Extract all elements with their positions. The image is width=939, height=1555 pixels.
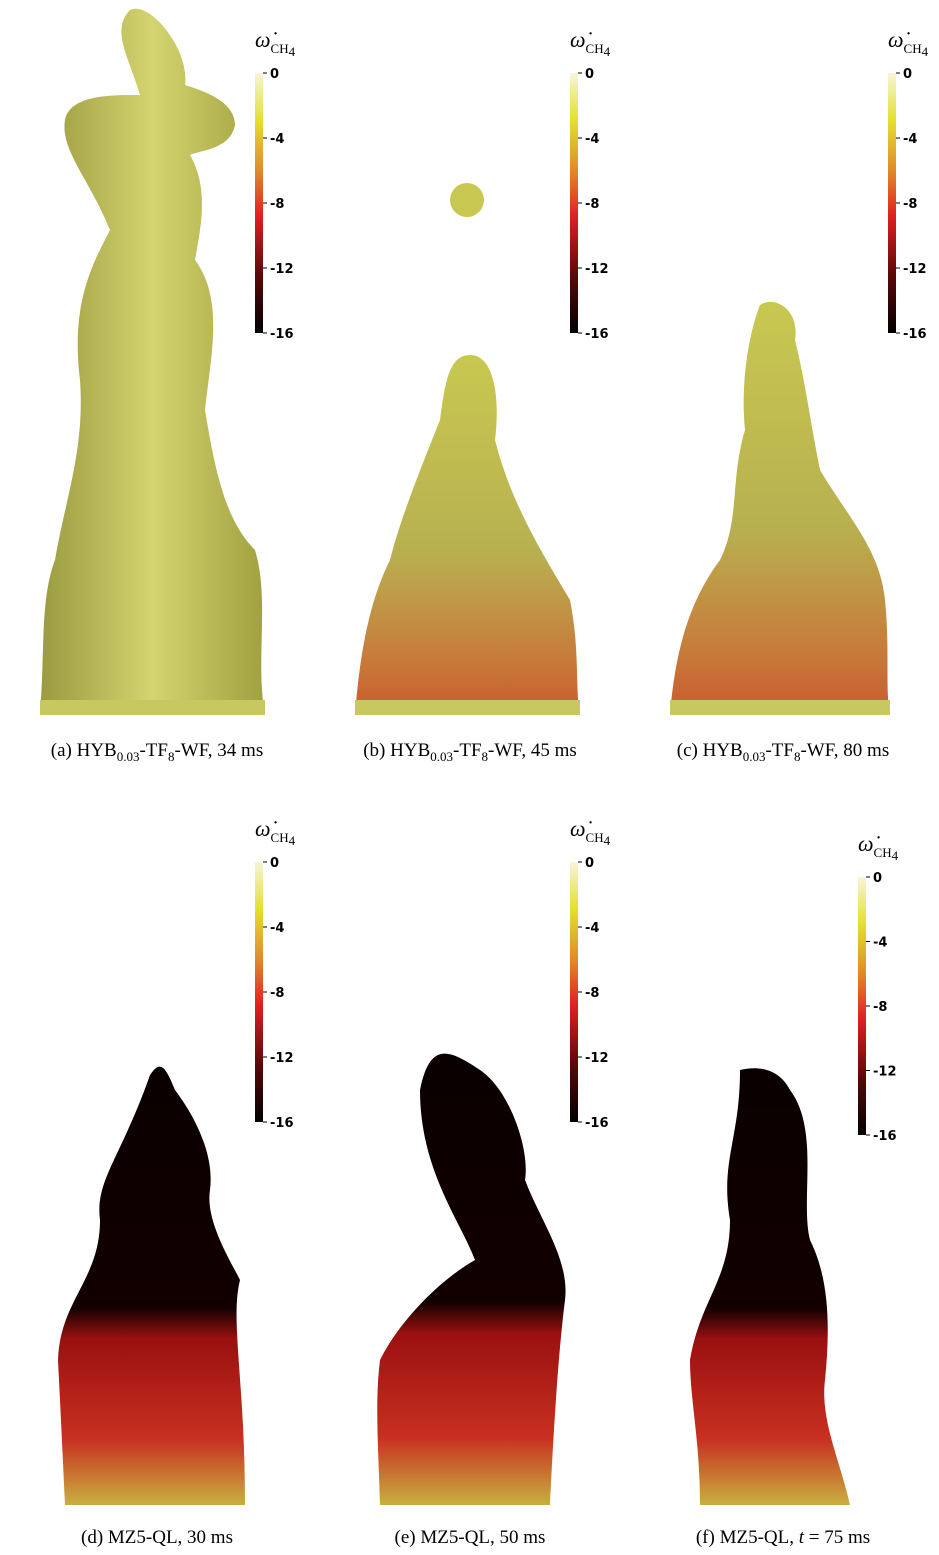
flame-base bbox=[355, 700, 580, 715]
caption: (d) MZ5-QL, 30 ms bbox=[81, 1527, 233, 1548]
colorbar-label: ω̇CH4 bbox=[888, 27, 929, 59]
caption: (e) MZ5-QL, 50 ms bbox=[395, 1527, 546, 1548]
tick-label: -16 bbox=[873, 1129, 897, 1144]
tick-label: -12 bbox=[585, 262, 609, 277]
colorbar-label: ω̇CH4 bbox=[255, 816, 296, 848]
colorbar-label: ω̇CH4 bbox=[570, 27, 611, 59]
tick-label: -4 bbox=[270, 921, 284, 936]
tick-label: 0 bbox=[270, 67, 279, 82]
tick-label: -12 bbox=[873, 1065, 897, 1080]
subscript: 8 bbox=[794, 749, 801, 764]
tick-label: -16 bbox=[903, 327, 927, 342]
flame-base bbox=[40, 700, 265, 715]
caption-label: (b) bbox=[363, 740, 385, 761]
flame-renderings bbox=[40, 8, 890, 1505]
caption-rest: -WF, 45 ms bbox=[488, 740, 577, 761]
tick-label: -16 bbox=[585, 1116, 609, 1131]
caption-name: HYB bbox=[77, 740, 117, 761]
subscript: CH bbox=[271, 41, 289, 56]
subsubscript: 4 bbox=[922, 44, 929, 59]
tick-label: 0 bbox=[873, 871, 882, 886]
caption: (c) HYB0.03-TF8-WF, 80 ms bbox=[677, 740, 889, 764]
subscript: CH bbox=[586, 830, 604, 845]
flame-base bbox=[670, 700, 890, 715]
caption: (f) MZ5-QL, t = 75 ms bbox=[696, 1527, 870, 1548]
flame-f bbox=[690, 1068, 850, 1505]
tick-label: 0 bbox=[270, 856, 279, 871]
subsubscript: 4 bbox=[289, 44, 296, 59]
subsubscript: 4 bbox=[892, 848, 899, 863]
flame-blob bbox=[450, 183, 484, 217]
colorbar-label: ω̇CH4 bbox=[570, 816, 611, 848]
caption: (b) HYB0.03-TF8-WF, 45 ms bbox=[363, 740, 577, 764]
subscript: CH bbox=[904, 41, 922, 56]
caption-rest: MZ5-QL, 50 ms bbox=[420, 1527, 545, 1548]
subscript: 0.03 bbox=[430, 749, 453, 764]
tick-label: -12 bbox=[270, 1051, 294, 1066]
caption-italic: t bbox=[799, 1527, 805, 1548]
tick-label: -8 bbox=[585, 197, 599, 212]
flame-a bbox=[40, 8, 265, 715]
tick-label: -8 bbox=[873, 1000, 887, 1015]
colorbar bbox=[255, 73, 263, 333]
tick-label: -4 bbox=[903, 132, 917, 147]
caption-label: (a) bbox=[51, 740, 72, 761]
tick-label: -8 bbox=[585, 986, 599, 1001]
tick-label: -16 bbox=[585, 327, 609, 342]
subscript: 8 bbox=[168, 749, 175, 764]
tick-label: -12 bbox=[903, 262, 927, 277]
flame-d bbox=[58, 1066, 245, 1505]
colorbar bbox=[255, 862, 263, 1122]
caption-label: (e) bbox=[395, 1527, 416, 1548]
caption-label: (d) bbox=[81, 1527, 103, 1548]
subsubscript: 4 bbox=[604, 44, 611, 59]
subsubscript: 4 bbox=[604, 833, 611, 848]
caption-rest: -WF, 34 ms bbox=[174, 740, 263, 761]
colorbar bbox=[570, 73, 578, 333]
flame-c bbox=[670, 301, 890, 715]
caption-rest: -WF, 80 ms bbox=[800, 740, 889, 761]
tick-label: 0 bbox=[585, 856, 594, 871]
colorbar bbox=[858, 877, 866, 1135]
colorbar bbox=[570, 862, 578, 1122]
subscript: 0.03 bbox=[743, 749, 766, 764]
tick-label: -4 bbox=[873, 936, 887, 951]
tick-label: -4 bbox=[585, 132, 599, 147]
tick-label: -8 bbox=[270, 986, 284, 1001]
tick-label: -16 bbox=[270, 1116, 294, 1131]
caption-label: (f) bbox=[696, 1527, 715, 1548]
caption-rest: MZ5-QL, 30 ms bbox=[108, 1527, 233, 1548]
tick-label: -12 bbox=[270, 262, 294, 277]
colorbar bbox=[888, 73, 896, 333]
subscript: CH bbox=[271, 830, 289, 845]
caption-name: HYB bbox=[390, 740, 430, 761]
flame-b bbox=[355, 355, 580, 715]
subscript: 8 bbox=[482, 749, 489, 764]
caption-tail: = 75 ms bbox=[804, 1527, 870, 1548]
caption-mid: -TF bbox=[139, 740, 168, 761]
caption-label: (c) bbox=[677, 740, 698, 761]
flame-e bbox=[377, 1053, 566, 1505]
tick-label: -16 bbox=[270, 327, 294, 342]
caption-mid: -TF bbox=[453, 740, 482, 761]
caption: (a) HYB0.03-TF8-WF, 34 ms bbox=[51, 740, 263, 764]
tick-label: -12 bbox=[585, 1051, 609, 1066]
colorbar-label: ω̇CH4 bbox=[858, 831, 899, 863]
subscript: CH bbox=[874, 845, 892, 860]
subscript: CH bbox=[586, 41, 604, 56]
tick-label: -8 bbox=[903, 197, 917, 212]
tick-label: -4 bbox=[270, 132, 284, 147]
tick-label: 0 bbox=[903, 67, 912, 82]
caption-rest: MZ5-QL, bbox=[720, 1527, 799, 1548]
colorbar-label: ω̇CH4 bbox=[255, 27, 296, 59]
caption-name: HYB bbox=[703, 740, 743, 761]
tick-label: -4 bbox=[585, 921, 599, 936]
tick-label: 0 bbox=[585, 67, 594, 82]
caption-mid: -TF bbox=[765, 740, 794, 761]
tick-label: -8 bbox=[270, 197, 284, 212]
subscript: 0.03 bbox=[117, 749, 140, 764]
subsubscript: 4 bbox=[289, 833, 296, 848]
